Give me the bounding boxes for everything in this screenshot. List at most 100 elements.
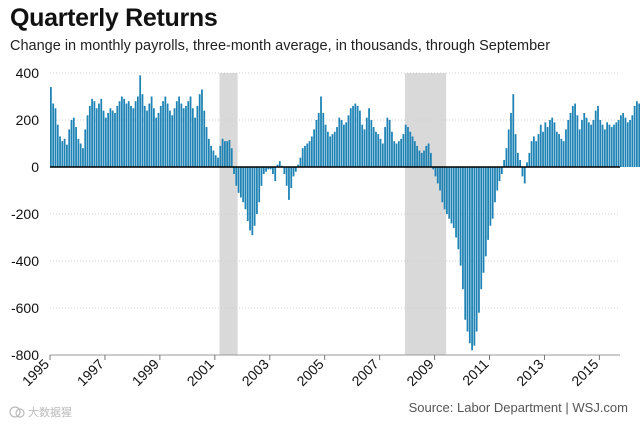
bar	[146, 110, 148, 167]
bar	[462, 167, 464, 290]
bar	[150, 96, 153, 167]
y-tick-label: 0	[31, 159, 39, 175]
bar	[619, 115, 622, 167]
bar	[484, 167, 487, 257]
bar	[349, 108, 352, 167]
x-tick-label: 2011	[459, 356, 492, 389]
bar	[402, 134, 405, 167]
bar	[610, 127, 613, 167]
bar	[283, 167, 286, 175]
bar	[88, 105, 91, 167]
bar	[120, 96, 123, 167]
bar	[452, 167, 455, 229]
y-tick-label: 200	[16, 112, 40, 128]
bar	[260, 167, 263, 186]
bar	[629, 120, 631, 167]
bar	[551, 117, 554, 167]
bar	[459, 167, 462, 266]
bar	[372, 127, 375, 167]
bar	[187, 101, 190, 167]
bar	[331, 134, 334, 167]
bar	[388, 120, 391, 167]
bar	[436, 167, 439, 184]
bar	[235, 167, 238, 186]
bar	[450, 167, 453, 224]
y-tick-label: -800	[11, 347, 39, 363]
bar	[185, 105, 187, 167]
bar	[560, 138, 563, 167]
bar	[530, 141, 533, 167]
bar	[411, 136, 414, 167]
bar	[162, 101, 164, 167]
bar	[427, 143, 430, 167]
bar	[613, 124, 615, 167]
bar	[601, 124, 604, 167]
bar	[189, 96, 192, 167]
bar	[514, 134, 517, 167]
bar	[226, 141, 229, 167]
bar	[244, 167, 247, 210]
bars	[50, 75, 640, 351]
bar	[352, 105, 354, 167]
bar	[443, 167, 446, 210]
bar	[274, 167, 277, 182]
bar	[82, 148, 84, 167]
bar	[111, 110, 114, 167]
bar	[496, 167, 499, 191]
bar	[418, 150, 421, 167]
bar	[333, 131, 336, 167]
x-tick-label: 2013	[513, 356, 546, 389]
bar	[567, 120, 570, 167]
bar	[304, 145, 306, 167]
bar	[345, 122, 348, 167]
bar	[249, 167, 251, 231]
bar	[116, 105, 119, 167]
bar	[285, 167, 288, 186]
bar	[66, 144, 68, 167]
bar	[365, 117, 368, 167]
bar	[597, 105, 599, 167]
bar	[343, 124, 345, 167]
bar	[539, 124, 542, 167]
bar	[407, 127, 409, 167]
bar	[214, 155, 217, 167]
bar	[448, 167, 451, 219]
bar	[52, 103, 55, 167]
bar	[370, 120, 373, 167]
bar	[478, 167, 480, 313]
bar	[294, 167, 297, 172]
bar	[336, 127, 338, 167]
x-tick-label: 2007	[348, 356, 381, 389]
bar	[265, 167, 267, 172]
bar	[70, 120, 73, 167]
bar	[395, 143, 398, 167]
bar	[379, 138, 382, 167]
bar	[455, 167, 457, 238]
bar	[86, 115, 89, 167]
bar	[223, 141, 226, 167]
bar	[317, 112, 320, 167]
bar	[585, 117, 588, 167]
y-tick-label: -200	[11, 206, 39, 222]
bar	[622, 112, 625, 167]
bar	[377, 134, 380, 167]
bar	[636, 101, 638, 167]
y-tick-label: -600	[11, 300, 39, 316]
bar	[466, 167, 469, 332]
bar	[130, 105, 132, 167]
bar	[571, 105, 574, 167]
bar	[413, 141, 416, 167]
bar	[242, 167, 245, 203]
bar	[114, 112, 116, 167]
bar	[203, 110, 206, 167]
bar	[457, 167, 460, 250]
bar	[118, 101, 121, 167]
bar	[624, 117, 627, 167]
bar	[72, 117, 75, 167]
bar	[361, 124, 364, 167]
bar	[425, 145, 428, 167]
bar	[258, 167, 261, 203]
bar	[205, 127, 208, 167]
bar	[555, 131, 558, 167]
bar	[329, 136, 332, 167]
